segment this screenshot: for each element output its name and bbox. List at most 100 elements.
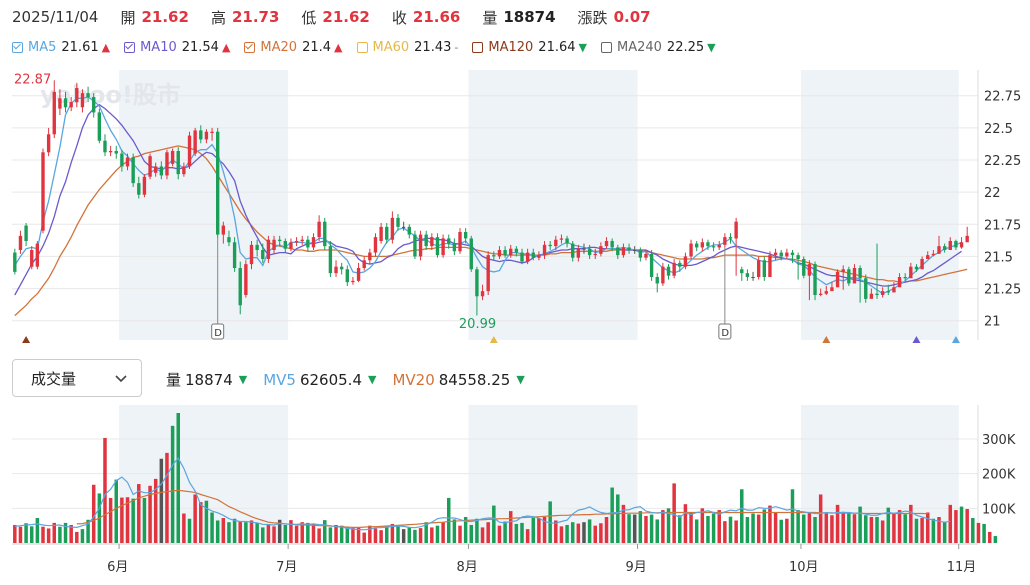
candle (920, 256, 924, 270)
volume-bar (745, 517, 750, 543)
candle (328, 241, 333, 277)
volume-bar (463, 517, 468, 543)
volume-bar (475, 518, 479, 543)
candle-body (41, 152, 45, 231)
ma120-checkbox[interactable] (472, 41, 484, 53)
month-tick-label: 7月 (276, 560, 297, 575)
close-value: 21.66 (412, 8, 461, 26)
volume-bar (830, 515, 834, 543)
volume-bar (80, 529, 85, 543)
volume-bar (503, 521, 507, 543)
event-triangle-icon (951, 336, 960, 343)
volume-bar (638, 511, 643, 543)
candle (610, 238, 614, 252)
ma5-checkbox[interactable] (12, 41, 23, 53)
volume-bar (508, 511, 513, 543)
candle (244, 260, 248, 298)
candle (58, 89, 62, 115)
candle-body (323, 221, 327, 247)
candle (131, 153, 135, 187)
candle (728, 233, 733, 244)
candle-body (582, 248, 586, 250)
volume-bar (852, 514, 857, 543)
volume-bar (283, 524, 288, 543)
month-tick-label: 10月 (789, 560, 819, 575)
candle (401, 221, 406, 231)
candle-body (418, 234, 423, 257)
ma-toggle-ma60[interactable]: MA60 21.43 - (356, 39, 458, 55)
volume-bar (238, 521, 242, 543)
candle (441, 234, 445, 258)
candle (683, 252, 688, 270)
candle (52, 80, 56, 139)
candle (779, 250, 783, 261)
volume-bar (802, 514, 806, 543)
indicator-select[interactable]: 成交量 (12, 359, 142, 397)
volume-bar (869, 517, 874, 543)
candle (503, 246, 507, 258)
candle (334, 260, 338, 277)
dividend-marker-label: D (214, 328, 222, 339)
y-tick-label: 21.75 (984, 218, 1021, 233)
volume-chart[interactable]: 300K 200K 100K 6月 7月 8月 9月 10月 11月 (0, 405, 1030, 585)
candle (773, 248, 778, 261)
candle-body (97, 112, 102, 141)
candle-body (762, 260, 767, 277)
ma240-checkbox[interactable] (600, 41, 612, 53)
candle (232, 237, 237, 272)
candle-body (537, 255, 541, 258)
candle-body (926, 255, 930, 259)
candle-body (661, 266, 665, 284)
candle-body (125, 157, 130, 167)
candle (159, 161, 164, 180)
candle (80, 89, 85, 113)
candle-body (13, 252, 17, 272)
volume-tick-label: 200K (982, 468, 1016, 483)
candle-body (35, 243, 40, 267)
volume-bar (909, 504, 913, 543)
volume-bar (914, 518, 919, 543)
y-tick-label: 21.5 (984, 250, 1013, 265)
ma60-label: MA60 (372, 39, 410, 55)
ma10-checkbox[interactable] (124, 41, 136, 53)
candle-body (69, 102, 73, 108)
candle (277, 235, 282, 247)
candle-body (497, 250, 502, 257)
ma60-checkbox[interactable] (356, 41, 368, 53)
ma20-checkbox[interactable] (244, 41, 256, 53)
candle-body (892, 287, 896, 293)
candle-body (768, 255, 772, 277)
candle (75, 82, 79, 108)
candle (762, 256, 767, 281)
volume-bar (886, 507, 891, 543)
candle (672, 259, 676, 279)
candle (723, 233, 727, 248)
price-chart[interactable]: yahoo!股市 22.75 22.5 22.25 22 21.75 21.5 21.25 2… (0, 62, 1030, 352)
candle (463, 228, 468, 244)
candle (170, 148, 175, 167)
candle (740, 266, 744, 281)
ma-toggle-ma120[interactable]: MA120 21.64 ▼ (472, 40, 587, 55)
candle (418, 230, 423, 261)
mv5-line (14, 457, 951, 531)
ma-toggle-ma20[interactable]: MA20 21.4 ▲ (244, 40, 343, 55)
candle-body (204, 131, 209, 140)
candle (469, 235, 473, 272)
ma10-label: MA10 (140, 39, 177, 55)
candle (125, 153, 130, 171)
volume-bar (261, 527, 265, 543)
volume-bar (875, 517, 879, 543)
candle (926, 251, 930, 259)
candle-body (165, 152, 169, 176)
candle-body (480, 291, 485, 297)
candle-body (221, 225, 226, 235)
ma-toggle-ma5[interactable]: MA5 21.61 ▲ (12, 40, 110, 55)
ma-toggle-ma10[interactable]: MA10 21.54 ▲ (124, 40, 230, 55)
high-value: 21.73 (231, 8, 280, 26)
volume-bar (925, 512, 930, 543)
candle-body (458, 232, 462, 252)
ma-toggle-ma240[interactable]: MA240 22.25 ▼ (600, 40, 716, 55)
candle (942, 243, 947, 253)
volume-bar (29, 526, 34, 543)
candle (255, 239, 259, 257)
